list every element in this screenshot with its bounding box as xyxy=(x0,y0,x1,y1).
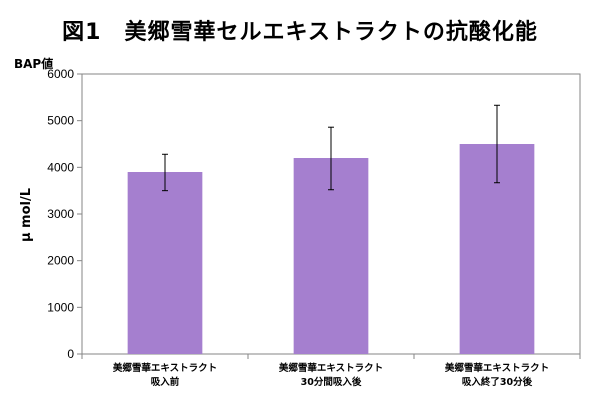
chart-title: 図1 美郷雪華セルエキストラクトの抗酸化能 xyxy=(62,20,538,45)
y-axis-label: μ mol/L xyxy=(19,188,34,242)
x-category-label-line1: 美郷雪華エキストラクト xyxy=(444,362,549,374)
y-tick-label: 5000 xyxy=(47,114,74,128)
y-tick-label: 4000 xyxy=(47,160,74,174)
y-tick-label: 0 xyxy=(67,347,74,361)
y-tick-label: 1000 xyxy=(47,300,74,314)
x-category-label-line2: 30分間吸入後 xyxy=(301,376,362,388)
bar xyxy=(293,158,369,354)
y-axis-ticks: 0 1000 2000 3000 4000 5000 6000 xyxy=(47,67,82,361)
y-tick-label: 2000 xyxy=(47,254,74,268)
x-axis-labels: 美郷雪華エキストラクト吸入前美郷雪華エキストラクト30分間吸入後美郷雪華エキスト… xyxy=(81,354,581,388)
x-category-label-line2: 吸入前 xyxy=(151,376,180,388)
y-tick-label: 6000 xyxy=(47,67,74,81)
x-category-label-line1: 美郷雪華エキストラクト xyxy=(112,362,217,374)
y-tick-label: 3000 xyxy=(47,207,74,221)
y-axis-top-label: BAP値 xyxy=(14,57,54,71)
x-category-label-line2: 吸入終了30分後 xyxy=(462,376,533,388)
x-category-label-line1: 美郷雪華エキストラクト xyxy=(278,362,383,374)
bar xyxy=(127,172,203,354)
error-bars-group xyxy=(162,104,500,192)
